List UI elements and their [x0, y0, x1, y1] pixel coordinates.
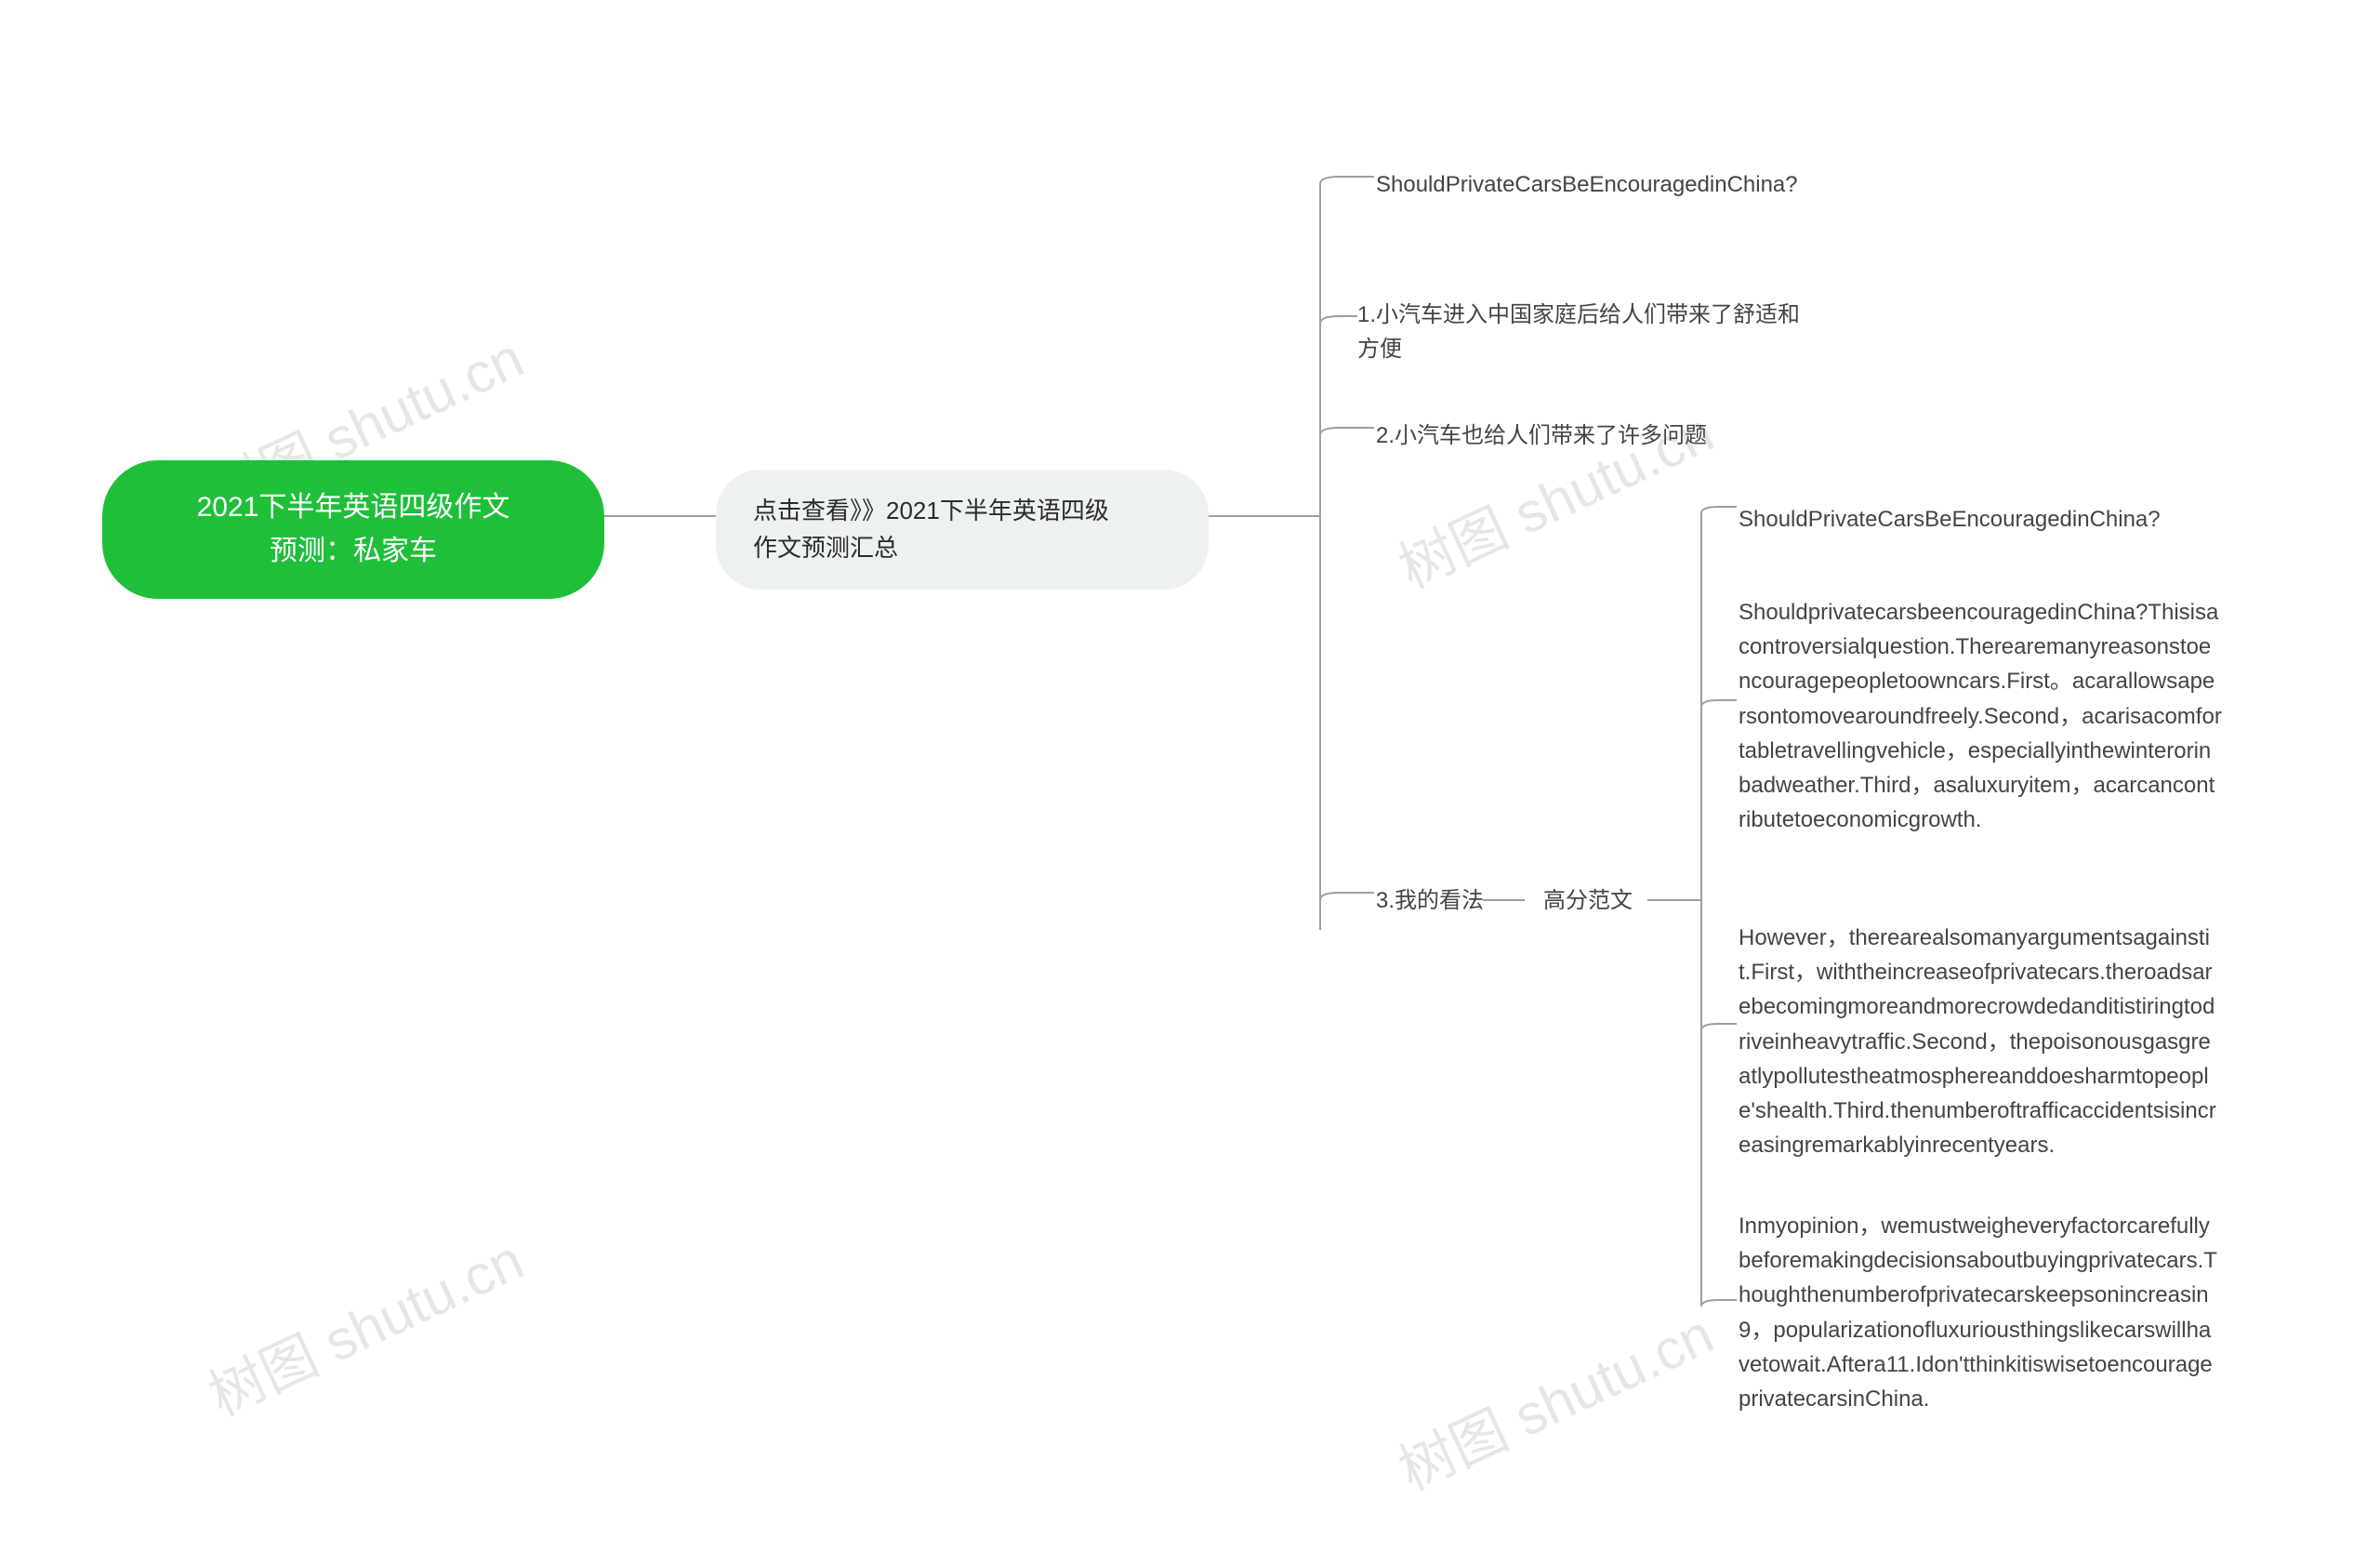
essay-para-1[interactable]: ShouldprivatecarsbeencouragedinChina?Thi… [1739, 595, 2222, 837]
level1-line1: 点击查看》》2021下半年英语四级 [753, 492, 1171, 529]
child-node-3[interactable]: 2.小汽车也给人们带来了许多问题 [1376, 418, 1707, 453]
child-2-line2: 方便 [1357, 332, 1800, 366]
essay-para-3-text: Inmyopinion，wemustweigheveryfactorcarefu… [1739, 1214, 2217, 1412]
child-node-2[interactable]: 1.小汽车进入中国家庭后给人们带来了舒适和 方便 [1357, 298, 1800, 366]
essay-title[interactable]: ShouldPrivateCarsBeEncouragedinChina? [1739, 502, 2161, 537]
child-4-sub-text: 高分范文 [1543, 888, 1633, 913]
essay-title-text: ShouldPrivateCarsBeEncouragedinChina? [1739, 507, 2161, 532]
essay-para-2-text: However，therearealsomanyargumentsagainst… [1739, 925, 2216, 1158]
root-node[interactable]: 2021下半年英语四级作文 预测：私家车 [102, 460, 604, 599]
child-4-subnode[interactable]: 高分范文 [1543, 883, 1633, 918]
essay-para-3[interactable]: Inmyopinion，wemustweigheveryfactorcarefu… [1739, 1209, 2222, 1416]
watermark: 树图 shutu.cn [1384, 1290, 1725, 1506]
child-node-1[interactable]: ShouldPrivateCarsBeEncouragedinChina? [1376, 167, 1798, 202]
essay-para-2[interactable]: However，therearealsomanyargumentsagainst… [1739, 921, 2222, 1162]
child-4-text: 3.我的看法 [1376, 888, 1484, 913]
watermark: 树图 shutu.cn [194, 1215, 535, 1431]
level1-line2: 作文预测汇总 [753, 529, 1171, 566]
mindmap-canvas: 树图 shutu.cn 树图 shutu.cn 树图 shutu.cn 树图 s… [0, 0, 2380, 1552]
root-line1: 2021下半年英语四级作文 [147, 486, 560, 530]
child-node-4[interactable]: 3.我的看法 [1376, 883, 1484, 918]
child-1-text: ShouldPrivateCarsBeEncouragedinChina? [1376, 172, 1798, 197]
child-3-text: 2.小汽车也给人们带来了许多问题 [1376, 423, 1707, 448]
child-2-line1: 1.小汽车进入中国家庭后给人们带来了舒适和 [1357, 298, 1800, 332]
root-line2: 预测：私家车 [147, 530, 560, 574]
essay-para-1-text: ShouldprivatecarsbeencouragedinChina?Thi… [1739, 600, 2222, 832]
level1-node[interactable]: 点击查看》》2021下半年英语四级 作文预测汇总 [716, 470, 1209, 590]
